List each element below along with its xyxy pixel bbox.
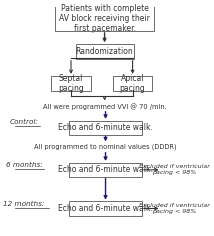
Text: Excluded if ventricular
pacing < 98%: Excluded if ventricular pacing < 98% bbox=[139, 203, 210, 214]
Text: Echo and 6-minute walk.: Echo and 6-minute walk. bbox=[58, 165, 153, 174]
Text: Randomization: Randomization bbox=[76, 47, 134, 56]
Text: All programmed to nominal values (DDDR): All programmed to nominal values (DDDR) bbox=[34, 144, 177, 150]
Text: 6 months:: 6 months: bbox=[6, 162, 43, 168]
Text: Excluded if ventricular
pacing < 98%: Excluded if ventricular pacing < 98% bbox=[139, 164, 210, 175]
FancyBboxPatch shape bbox=[51, 76, 91, 91]
FancyBboxPatch shape bbox=[55, 6, 154, 31]
Text: 12 months:: 12 months: bbox=[3, 201, 44, 207]
FancyBboxPatch shape bbox=[69, 163, 142, 177]
Text: Echo and 6-minute walk.: Echo and 6-minute walk. bbox=[58, 204, 153, 213]
FancyBboxPatch shape bbox=[113, 76, 152, 91]
Text: Echo and 6-minute walk.: Echo and 6-minute walk. bbox=[58, 123, 153, 132]
Text: Septal
pacing: Septal pacing bbox=[58, 74, 84, 93]
FancyBboxPatch shape bbox=[76, 44, 134, 59]
FancyBboxPatch shape bbox=[69, 121, 142, 135]
FancyBboxPatch shape bbox=[69, 201, 142, 215]
Text: Patients with complete
AV block receiving their
first pacemaker.: Patients with complete AV block receivin… bbox=[59, 4, 150, 34]
Text: Control:: Control: bbox=[10, 119, 39, 125]
Text: All were programmed VVI @ 70 /min.: All were programmed VVI @ 70 /min. bbox=[43, 103, 166, 110]
Text: Apical
pacing: Apical pacing bbox=[120, 74, 146, 93]
